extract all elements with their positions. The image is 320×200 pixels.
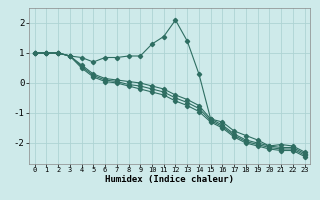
X-axis label: Humidex (Indice chaleur): Humidex (Indice chaleur): [105, 175, 234, 184]
